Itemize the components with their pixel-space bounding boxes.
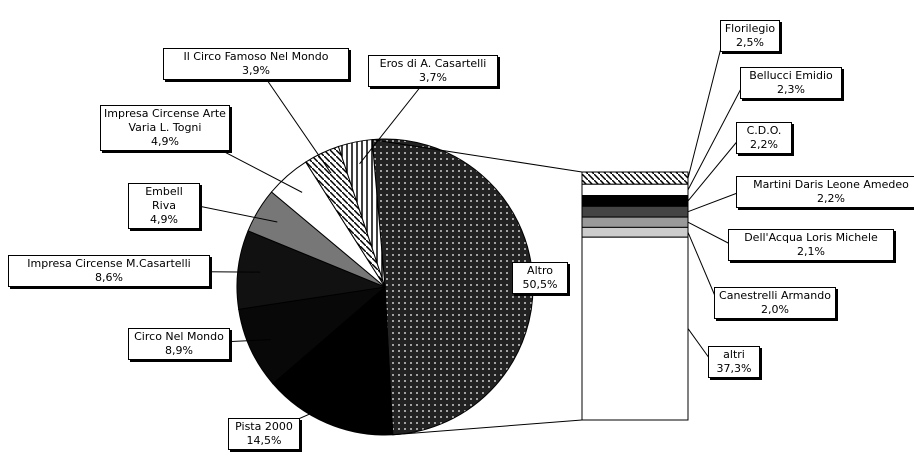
category-name: Martini Daris Leone Amedeo: [753, 178, 909, 191]
leader-line: [687, 232, 719, 304]
category-name: Impresa Circense Arte Varia L. Togni: [104, 107, 226, 134]
bar-segment: [581, 236, 689, 421]
value-label: 3,9%: [242, 64, 270, 77]
value-label: 14,5%: [246, 434, 282, 447]
value-label: 50,5%: [522, 278, 558, 291]
category-name: Canestrelli Armando: [719, 289, 831, 302]
category-name: Altro: [527, 264, 553, 277]
bar-segment: [581, 195, 689, 207]
leader-line: [687, 137, 741, 202]
value-label: 2,5%: [736, 36, 764, 49]
bar-segment: [581, 183, 689, 197]
leader-line: [687, 191, 741, 213]
category-name: C.D.O.: [746, 124, 782, 137]
value-label: 2,1%: [797, 245, 825, 258]
data-label: Impresa Circense M.Casartelli 8,6%: [8, 255, 210, 287]
data-label: Florilegio 2,5%: [720, 20, 780, 52]
data-label: altri 37,3%: [708, 346, 760, 378]
value-label: 3,7%: [419, 71, 447, 84]
value-label: 4,9%: [151, 135, 179, 148]
data-label: Altro 50,5%: [512, 262, 568, 294]
category-name: Circo Nel Mondo: [134, 330, 224, 343]
value-label: 2,0%: [761, 303, 789, 316]
category-name: Eros di A. Casartelli: [379, 57, 487, 70]
value-label: 37,3%: [716, 362, 752, 375]
leader-line: [687, 82, 745, 191]
leader-line: [255, 63, 332, 174]
data-label: Impresa Circense Arte Varia L. Togni 4,9%: [100, 105, 230, 151]
value-label: 8,9%: [165, 344, 193, 357]
value-label: 2,2%: [817, 192, 845, 205]
pie-slice: [272, 285, 394, 436]
value-label: 2,3%: [777, 83, 805, 96]
data-label: Dell'Acqua Loris Michele 2,1%: [728, 229, 894, 261]
data-label: Embell Riva 4,9%: [128, 183, 200, 229]
category-name: altri: [723, 348, 745, 361]
value-label: 4,9%: [150, 213, 178, 226]
pie-slice: [337, 139, 386, 288]
data-label: Martini Daris Leone Amedeo 2,2%: [736, 176, 914, 208]
bar-segment: [581, 226, 689, 238]
data-label: Eros di A. Casartelli 3,7%: [368, 55, 498, 87]
connector-line: [392, 419, 583, 436]
leader-line: [687, 35, 725, 179]
pie-slice: [238, 286, 387, 385]
data-label: Bellucci Emidio 2,3%: [740, 67, 842, 99]
leader-line: [687, 221, 733, 246]
category-name: Pista 2000: [235, 420, 293, 433]
bar-segment: [581, 171, 689, 185]
data-label: Circo Nel Mondo 8,9%: [128, 328, 230, 360]
value-label: 2,2%: [750, 138, 778, 151]
category-name: Bellucci Emidio: [749, 69, 833, 82]
connector-line: [372, 139, 583, 173]
value-label: 8,6%: [95, 271, 123, 284]
category-name: Florilegio: [724, 22, 776, 35]
category-name: Dell'Acqua Loris Michele: [744, 231, 878, 244]
bar-segment: [581, 216, 689, 228]
category-name: Impresa Circense M.Casartelli: [27, 257, 191, 270]
data-label: Pista 2000 14,5%: [228, 418, 300, 450]
category-name: Embell Riva: [145, 185, 183, 212]
data-label: C.D.O. 2,2%: [736, 122, 792, 154]
pie-slice: [371, 138, 534, 436]
data-label: Il Circo Famoso Nel Mondo 3,9%: [163, 48, 349, 80]
data-label: Canestrelli Armando 2,0%: [714, 287, 836, 319]
bar-segment: [581, 205, 689, 218]
category-name: Il Circo Famoso Nel Mondo: [183, 50, 329, 63]
